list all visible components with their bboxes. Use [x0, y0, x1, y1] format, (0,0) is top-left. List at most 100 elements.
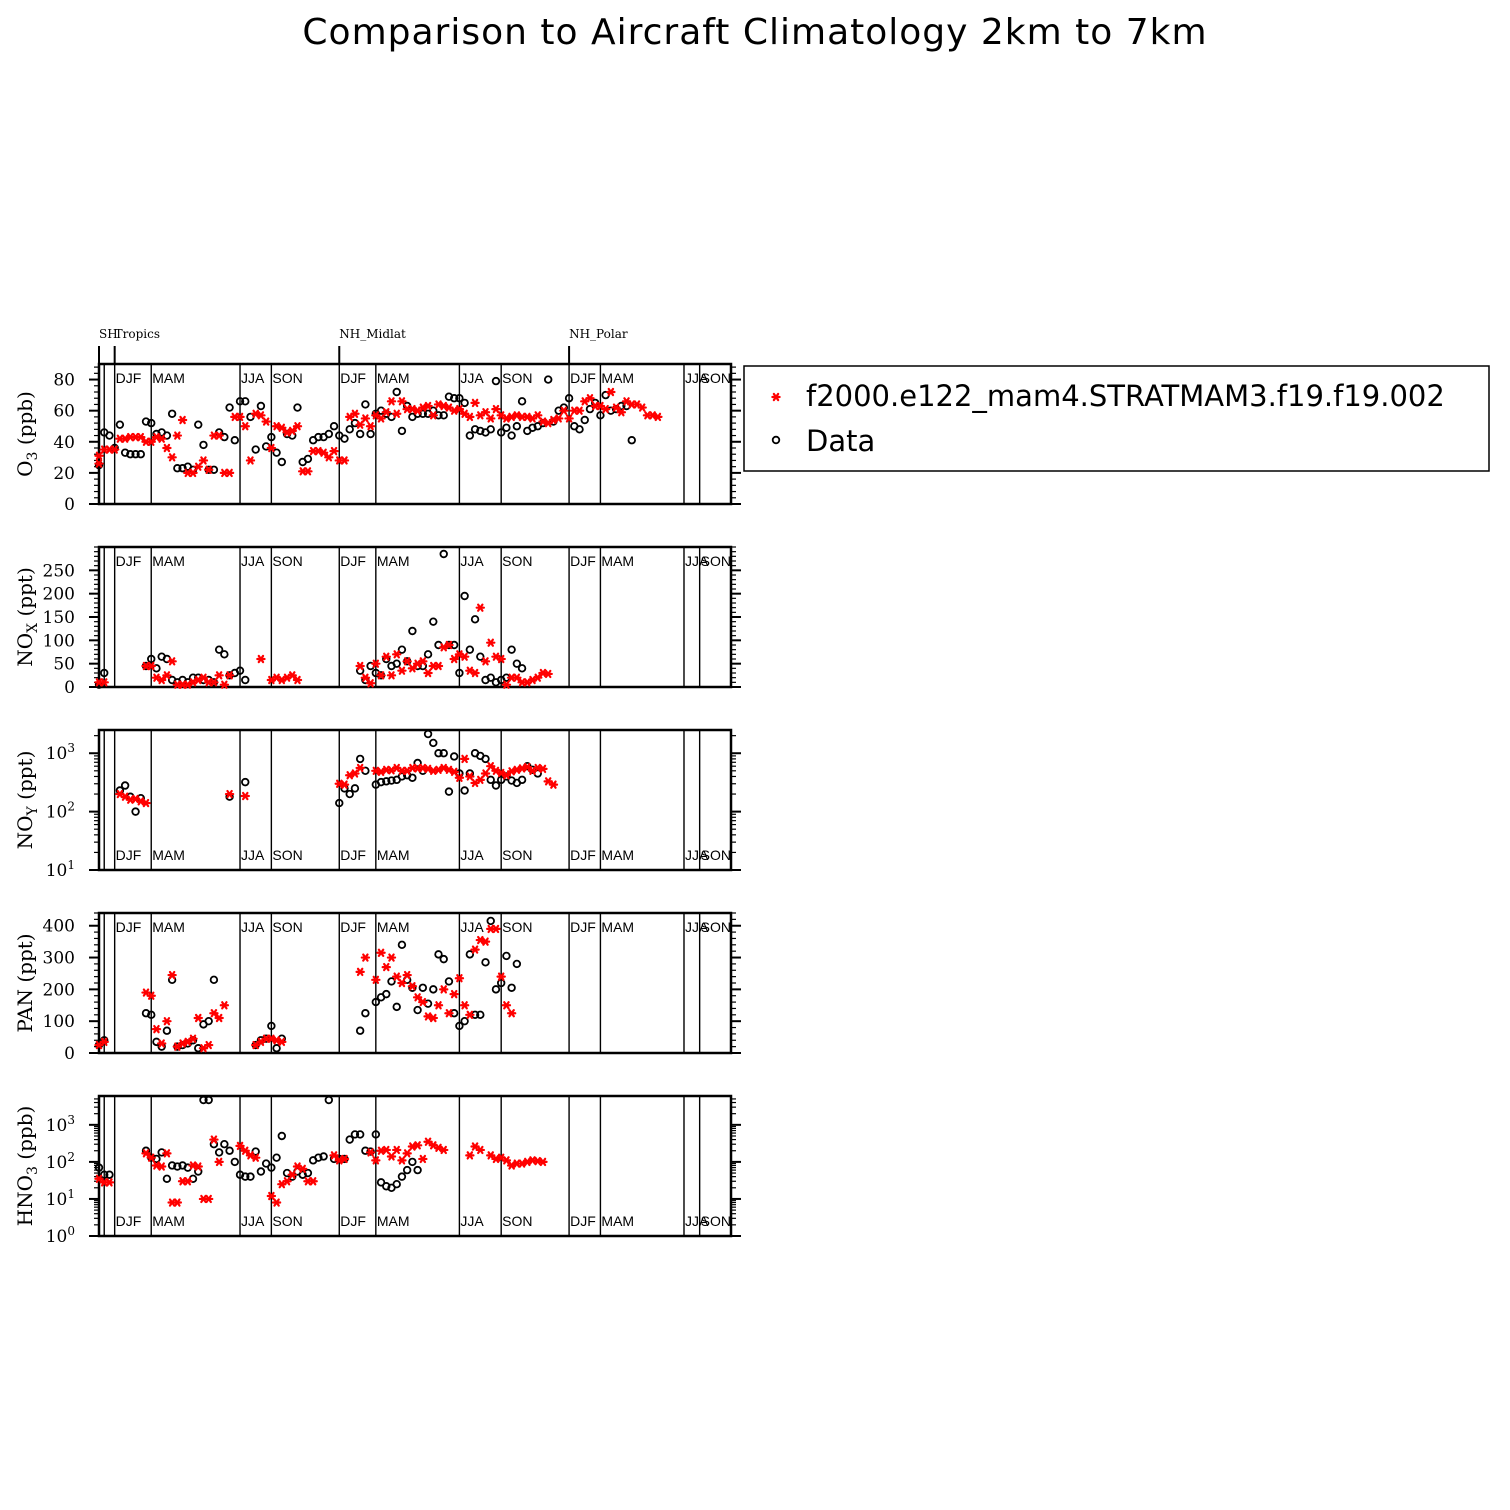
data-point [214, 1148, 224, 1157]
model-point [339, 1154, 350, 1164]
data-point [496, 978, 506, 988]
model-point [381, 1145, 391, 1155]
season-label: JJA [685, 553, 709, 569]
season-label: JJA [241, 1213, 265, 1229]
data-point [241, 675, 250, 685]
data-point [397, 645, 407, 654]
region-label: NH_Midlat [339, 327, 406, 341]
data-point [392, 1179, 401, 1189]
model-point [486, 638, 496, 647]
model-point [303, 467, 313, 476]
data-point [214, 645, 224, 654]
model-point [355, 967, 365, 977]
y-tick-label: 200 [43, 585, 75, 605]
season-label: SON [272, 847, 302, 863]
model-point [397, 978, 407, 988]
model-point [454, 974, 465, 983]
model-point [245, 456, 256, 465]
data-point [486, 916, 495, 926]
model-point [298, 1164, 308, 1173]
season-label: SON [701, 919, 731, 935]
model-point [376, 414, 386, 423]
data-point [277, 457, 287, 467]
model-point [235, 412, 245, 422]
data-point [131, 450, 140, 459]
data-point [517, 775, 527, 785]
model-point [183, 1177, 193, 1186]
season-label: MAM [377, 553, 410, 569]
data-point [507, 983, 516, 992]
data-point [543, 375, 553, 384]
season-label: SON [502, 847, 532, 863]
model-point [381, 408, 391, 417]
model-point [465, 1151, 475, 1160]
model-point [136, 432, 146, 442]
season-label: MAM [601, 553, 634, 569]
season-label: MAM [152, 919, 185, 935]
y-axis-label: O3 (ppb) [13, 391, 41, 477]
season-label: SON [502, 370, 532, 386]
model-point [402, 970, 412, 980]
model-point [198, 456, 209, 465]
data-point [439, 411, 448, 420]
y-tick-label: 300 [43, 949, 75, 969]
data-point [423, 650, 433, 659]
chart-title: Comparison to Aircraft Climatology 2km t… [302, 12, 1208, 53]
season-label: JJA [685, 1213, 709, 1229]
model-point [449, 989, 459, 999]
data-point [418, 983, 428, 992]
data-point [392, 659, 401, 668]
model-point [156, 434, 167, 443]
model-point [167, 970, 177, 980]
data-point [272, 1044, 281, 1053]
season-label: SON [502, 919, 532, 935]
panel-1: DJF MAM JJA SON DJF MAM JJA SON DJF MAM JJASON0204… [13, 362, 741, 515]
model-point [428, 1013, 438, 1023]
data-point [147, 654, 156, 664]
model-point [392, 650, 402, 659]
data-point [100, 668, 109, 678]
data-point [460, 1016, 469, 1026]
data-point [147, 1010, 156, 1020]
data-point [241, 397, 250, 406]
model-point [496, 654, 506, 664]
model-point [318, 448, 329, 457]
season-label: JJA [460, 1213, 484, 1229]
model-point [418, 657, 428, 666]
data-point [439, 749, 448, 758]
data-point [355, 429, 365, 439]
data-point [178, 464, 187, 473]
model-point [94, 451, 104, 460]
model-point [475, 603, 485, 612]
data-point [486, 425, 495, 434]
model-point [386, 953, 397, 962]
data-point [361, 1009, 370, 1018]
model-point [188, 468, 198, 478]
legend-label-model: f2000.e122_mam4.STRATMAM3.f19.f19.002 [806, 379, 1445, 413]
model-point [402, 657, 412, 666]
model-point [141, 798, 151, 808]
data-point [439, 549, 448, 559]
data-point [444, 787, 454, 796]
model-point [167, 657, 177, 666]
model-point [611, 403, 621, 412]
data-point [241, 777, 250, 787]
data-point [345, 789, 354, 799]
y-axis-label: NOY (ppt) [13, 751, 41, 850]
season-label: DJF [116, 370, 142, 386]
model-point [412, 993, 423, 1002]
data-point [329, 422, 339, 431]
season-label: SON [502, 553, 532, 569]
y-tick-label: 20 [53, 464, 75, 484]
season-label: DJF [116, 1213, 142, 1229]
model-point [94, 459, 104, 468]
data-point [324, 1095, 334, 1105]
model-point [423, 668, 433, 678]
model-point [177, 415, 188, 425]
season-label: MAM [601, 919, 634, 935]
model-point [371, 975, 381, 984]
data-point [397, 772, 407, 781]
season-label: DJF [116, 919, 142, 935]
panel-4: DJF MAM JJA SON DJF MAM JJA SON DJF MAM JJASON0100… [13, 911, 741, 1064]
